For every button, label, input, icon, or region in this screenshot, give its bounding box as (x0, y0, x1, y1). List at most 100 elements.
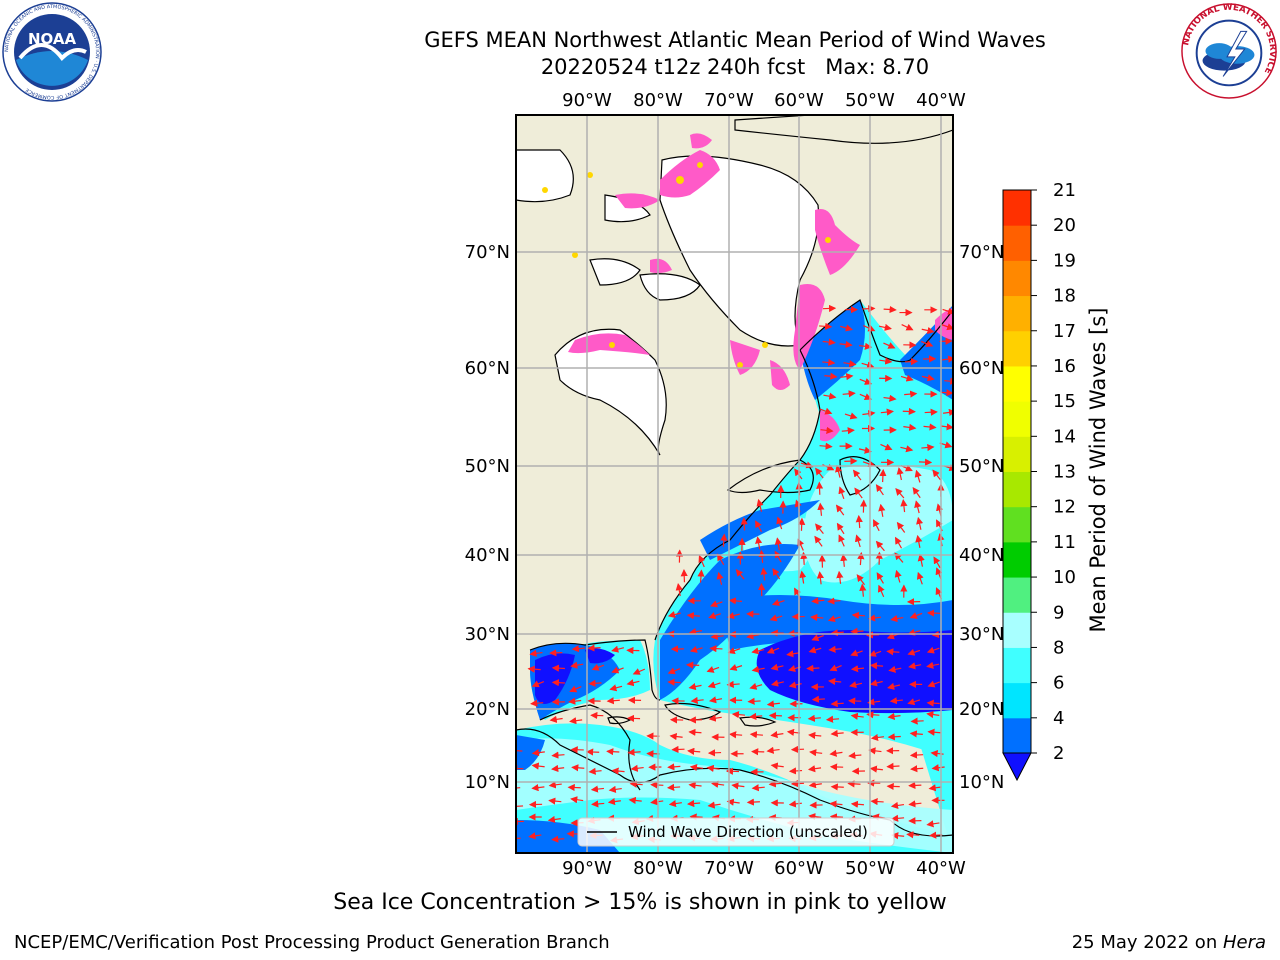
wave-direction-arrow (806, 664, 820, 672)
map-area: Wind Wave Direction (unscaled) (516, 115, 953, 853)
wave-direction-arrow (531, 784, 545, 792)
wave-direction-arrow (862, 460, 876, 468)
wave-direction-arrow (859, 393, 872, 400)
colorbar-segment (1003, 295, 1031, 332)
wave-direction-arrow (866, 711, 880, 719)
lon-tick-label: 90°W (562, 858, 612, 879)
colorbar-segment (1003, 330, 1031, 367)
lon-tick-label: 80°W (633, 858, 683, 879)
wave-direction-arrow (932, 469, 941, 481)
wave-direction-arrow (895, 488, 905, 499)
wave-direction-arrow (708, 696, 723, 704)
wave-direction-arrow (760, 567, 768, 581)
wave-direction-arrow (858, 342, 873, 350)
colorbar-segment (1003, 682, 1031, 719)
wave-direction-arrow (840, 324, 854, 332)
wave-direction-arrow (749, 731, 763, 739)
wave-direction-arrow (770, 730, 784, 739)
wave-direction-arrow (850, 627, 864, 635)
wave-direction-arrow (569, 717, 583, 725)
graticule (516, 115, 953, 853)
wave-direction-arrow (570, 796, 584, 804)
wave-direction-arrow (896, 467, 904, 481)
wave-direction-arrow (766, 746, 780, 754)
wave-direction-arrow (551, 764, 565, 773)
lat-tick-label: 20°N (465, 699, 510, 720)
wave-direction-arrow (811, 634, 824, 642)
wave-direction-arrow (608, 785, 622, 793)
wave-direction-arrow (909, 730, 923, 738)
wave-direction-arrow (839, 340, 853, 349)
wave-direction-arrow (888, 665, 902, 673)
wave-direction-arrow (858, 446, 872, 454)
wave-direction-arrow (689, 813, 703, 821)
lon-tick-label: 60°W (774, 90, 824, 111)
wave-direction-arrow (876, 572, 884, 584)
wave-direction-arrow (883, 394, 897, 402)
wave-direction-arrow (850, 665, 865, 673)
wave-direction-arrow (569, 685, 582, 693)
wave-direction-arrow (873, 519, 880, 532)
wave-direction-arrow (817, 502, 825, 516)
colorbar-tick-label: 14 (1053, 426, 1076, 447)
wave-direction-arrow (751, 665, 765, 673)
colorbar-segment (1003, 612, 1031, 648)
wave-direction-arrow (931, 764, 945, 772)
wave-direction-arrow (606, 748, 620, 756)
wave-direction-arrow (516, 802, 524, 810)
wave-direction-arrow (690, 696, 704, 705)
wave-direction-arrow (528, 832, 542, 840)
wave-direction-arrow (867, 614, 882, 622)
wave-direction-arrow (878, 323, 892, 331)
arctic-ice-region (516, 115, 953, 456)
wave-direction-arrow (768, 780, 782, 788)
wave-direction-arrow (751, 784, 765, 792)
legend-label: Wind Wave Direction (unscaled) (628, 823, 868, 841)
wave-direction-arrow (770, 679, 784, 687)
lat-tick-label: 40°N (959, 545, 1004, 566)
wave-direction-arrow (917, 553, 925, 567)
wave-direction-arrow (751, 647, 765, 655)
wave-direction-arrow (829, 664, 842, 672)
wave-direction-arrow (688, 628, 703, 636)
colorbar-segment (1003, 436, 1031, 472)
wave-direction-arrow (770, 762, 784, 770)
wave-direction-arrow (707, 749, 722, 757)
wave-direction-arrow (926, 661, 940, 669)
wave-direction-arrow (717, 553, 725, 566)
lon-tick-label: 70°W (704, 90, 754, 111)
wave-direction-arrow (829, 800, 843, 808)
wave-direction-arrow (729, 664, 743, 671)
lat-ticks-right: 70°N 60°N 50°N 40°N 30°N 20°N 10°N (959, 242, 1004, 793)
wave-direction-arrow (626, 679, 640, 687)
lat-tick-label: 50°N (959, 456, 1004, 477)
wave-direction-arrow (909, 612, 923, 619)
wave-direction-arrow (869, 679, 883, 687)
wave-direction-arrow (908, 781, 922, 790)
wave-direction-arrow (901, 323, 914, 331)
wave-direction-arrow (830, 629, 844, 637)
wave-direction-arrow (944, 377, 953, 385)
wave-direction-arrow (824, 372, 838, 380)
colorbar-label: Mean Period of Wind Waves [s] (1086, 308, 1110, 633)
wave-direction-arrow (746, 798, 760, 806)
wave-direction-arrow (819, 322, 833, 330)
wave-direction-arrow (611, 767, 625, 775)
wave-direction-arrow (910, 765, 924, 773)
wave-direction-arrow (697, 569, 705, 583)
colorbar-segment (1003, 577, 1031, 613)
wave-direction-arrow (823, 392, 837, 400)
wave-direction-arrow (849, 681, 863, 689)
colorbar-tick-label: 15 (1053, 391, 1076, 412)
wave-direction-arrow (850, 712, 864, 720)
wave-direction-arrow (549, 715, 563, 723)
lat-tick-label: 60°N (465, 358, 510, 379)
wave-direction-arrow (900, 445, 914, 453)
wave-direction-arrow (838, 486, 846, 500)
wave-direction-arrow (844, 412, 858, 420)
wave-direction-arrow (914, 469, 922, 483)
wave-direction-arrow (815, 523, 824, 534)
wave-direction-arrow (906, 831, 920, 839)
wave-direction-arrow (531, 680, 545, 688)
colorbar-segment (1003, 717, 1031, 754)
